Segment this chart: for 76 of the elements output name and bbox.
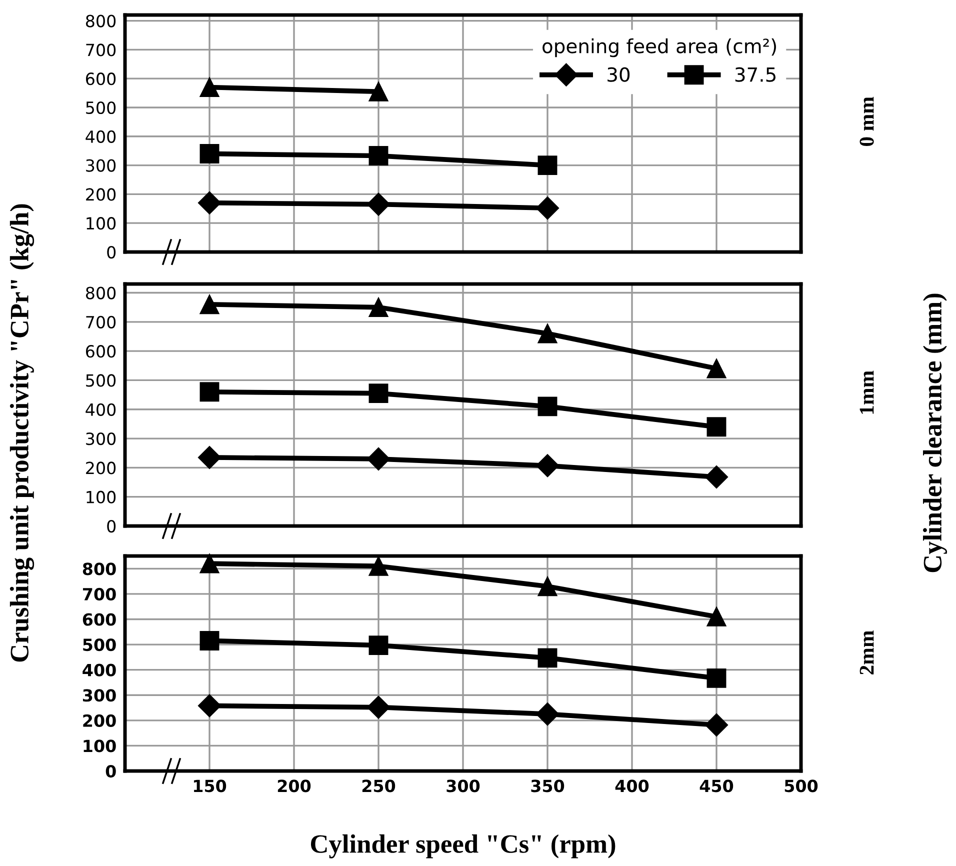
point <box>706 668 726 688</box>
y-tick-label: 300 <box>82 689 116 702</box>
y-tick-label: 700 <box>86 316 116 328</box>
point <box>200 631 220 650</box>
y-tick-label: 400 <box>86 403 116 416</box>
point <box>368 82 388 102</box>
point <box>536 702 559 726</box>
y-tick-label: 600 <box>86 345 116 358</box>
y-tick-label: 0 <box>107 246 116 259</box>
y-tick-label: 100 <box>84 740 116 752</box>
x-axis-title: Cylinder speed "Cs" (rpm) <box>310 834 616 858</box>
y-tick-label: 200 <box>86 462 116 474</box>
point <box>536 196 559 220</box>
point <box>198 694 221 718</box>
x-tick-label: 400 <box>615 780 649 792</box>
y-tick-label: 500 <box>86 101 116 114</box>
legend-title: opening feed area (cm²) <box>542 38 776 58</box>
point <box>368 556 388 576</box>
point <box>200 144 220 164</box>
point <box>200 554 220 574</box>
y-tick-label: 0 <box>107 520 116 533</box>
x-tick-label: 500 <box>784 780 818 792</box>
point <box>200 78 220 97</box>
point <box>200 382 220 402</box>
x-tick-label: 350 <box>531 780 564 792</box>
x-tick-label: 450 <box>700 780 734 792</box>
point <box>368 384 388 404</box>
y-tick-label: 100 <box>86 217 116 230</box>
y-axis-title: Crushing unit productivity "CPr" (kg/h) <box>10 204 34 662</box>
y-tick-label: 600 <box>86 72 116 86</box>
point <box>198 191 221 214</box>
text: 1mm <box>860 370 874 414</box>
point <box>538 396 558 416</box>
text: 2mm <box>860 630 874 674</box>
legend-label: 30 <box>608 67 630 82</box>
y-tick-label: 400 <box>82 664 116 676</box>
point <box>705 713 728 736</box>
point <box>538 156 558 176</box>
point <box>705 466 728 489</box>
point <box>367 447 390 470</box>
y-tick-label: 200 <box>83 714 116 727</box>
point <box>538 576 558 596</box>
x-tick-label: 200 <box>278 780 311 792</box>
point <box>367 696 390 719</box>
legend-label: 37.5 <box>735 67 776 82</box>
text: 0 mm <box>860 96 874 146</box>
x-tick-label: 300 <box>446 780 480 792</box>
x-tick-label: 250 <box>362 780 396 792</box>
y-tick-label: 700 <box>86 44 116 56</box>
y-tick-label: 600 <box>82 613 116 626</box>
point <box>706 417 726 437</box>
point <box>706 358 726 378</box>
point <box>367 192 390 216</box>
y-tick-label: 700 <box>82 588 116 601</box>
y-tick-label: 400 <box>86 130 116 143</box>
y-tick-label: 300 <box>86 159 116 172</box>
point <box>368 146 388 166</box>
point <box>536 454 559 478</box>
y-tick-label: 100 <box>86 490 116 504</box>
point <box>538 324 558 344</box>
point <box>368 298 388 318</box>
x-tick-label: 150 <box>194 780 226 792</box>
y-tick-label: 300 <box>86 432 116 446</box>
point <box>706 606 726 626</box>
y-tick-label: 500 <box>83 638 116 652</box>
y-tick-label: 800 <box>86 14 116 28</box>
point <box>200 294 220 314</box>
y-tick-label: 200 <box>86 188 116 201</box>
y-tick-label: 800 <box>86 286 116 300</box>
y2-axis-title: Cylinder clearance (mm) <box>922 294 948 572</box>
y-tick-label: 500 <box>86 374 116 387</box>
point <box>538 648 558 668</box>
y-tick-label: 0 <box>106 764 116 778</box>
point <box>368 636 388 656</box>
y-tick-label: 800 <box>82 562 116 576</box>
point <box>198 446 221 469</box>
